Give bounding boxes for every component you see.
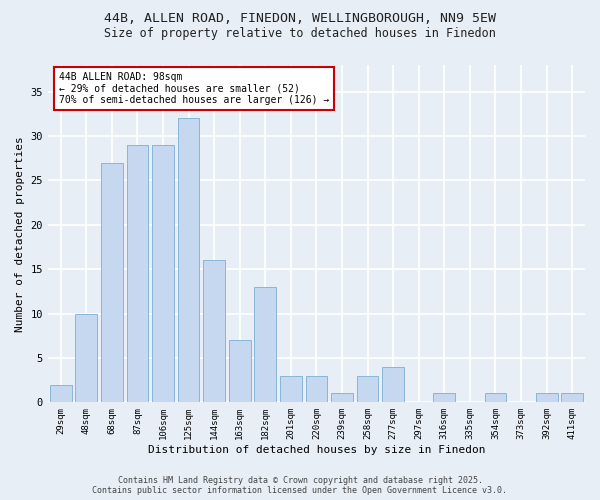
Bar xyxy=(357,376,379,402)
Bar xyxy=(562,394,583,402)
Text: Size of property relative to detached houses in Finedon: Size of property relative to detached ho… xyxy=(104,28,496,40)
Bar xyxy=(485,394,506,402)
Y-axis label: Number of detached properties: Number of detached properties xyxy=(15,136,25,332)
Text: Contains HM Land Registry data © Crown copyright and database right 2025.
Contai: Contains HM Land Registry data © Crown c… xyxy=(92,476,508,495)
Text: 44B, ALLEN ROAD, FINEDON, WELLINGBOROUGH, NN9 5EW: 44B, ALLEN ROAD, FINEDON, WELLINGBOROUGH… xyxy=(104,12,496,26)
Bar xyxy=(331,394,353,402)
Bar xyxy=(229,340,251,402)
Bar xyxy=(152,145,174,403)
Bar xyxy=(305,376,328,402)
Bar xyxy=(101,162,123,402)
Bar xyxy=(382,367,404,402)
Bar xyxy=(280,376,302,402)
Bar xyxy=(127,145,148,403)
Bar xyxy=(536,394,557,402)
Bar xyxy=(178,118,199,403)
Text: 44B ALLEN ROAD: 98sqm
← 29% of detached houses are smaller (52)
70% of semi-deta: 44B ALLEN ROAD: 98sqm ← 29% of detached … xyxy=(59,72,329,105)
Bar xyxy=(76,314,97,402)
Bar xyxy=(433,394,455,402)
Bar xyxy=(254,287,276,403)
Bar xyxy=(203,260,225,402)
X-axis label: Distribution of detached houses by size in Finedon: Distribution of detached houses by size … xyxy=(148,445,485,455)
Bar xyxy=(50,384,71,402)
